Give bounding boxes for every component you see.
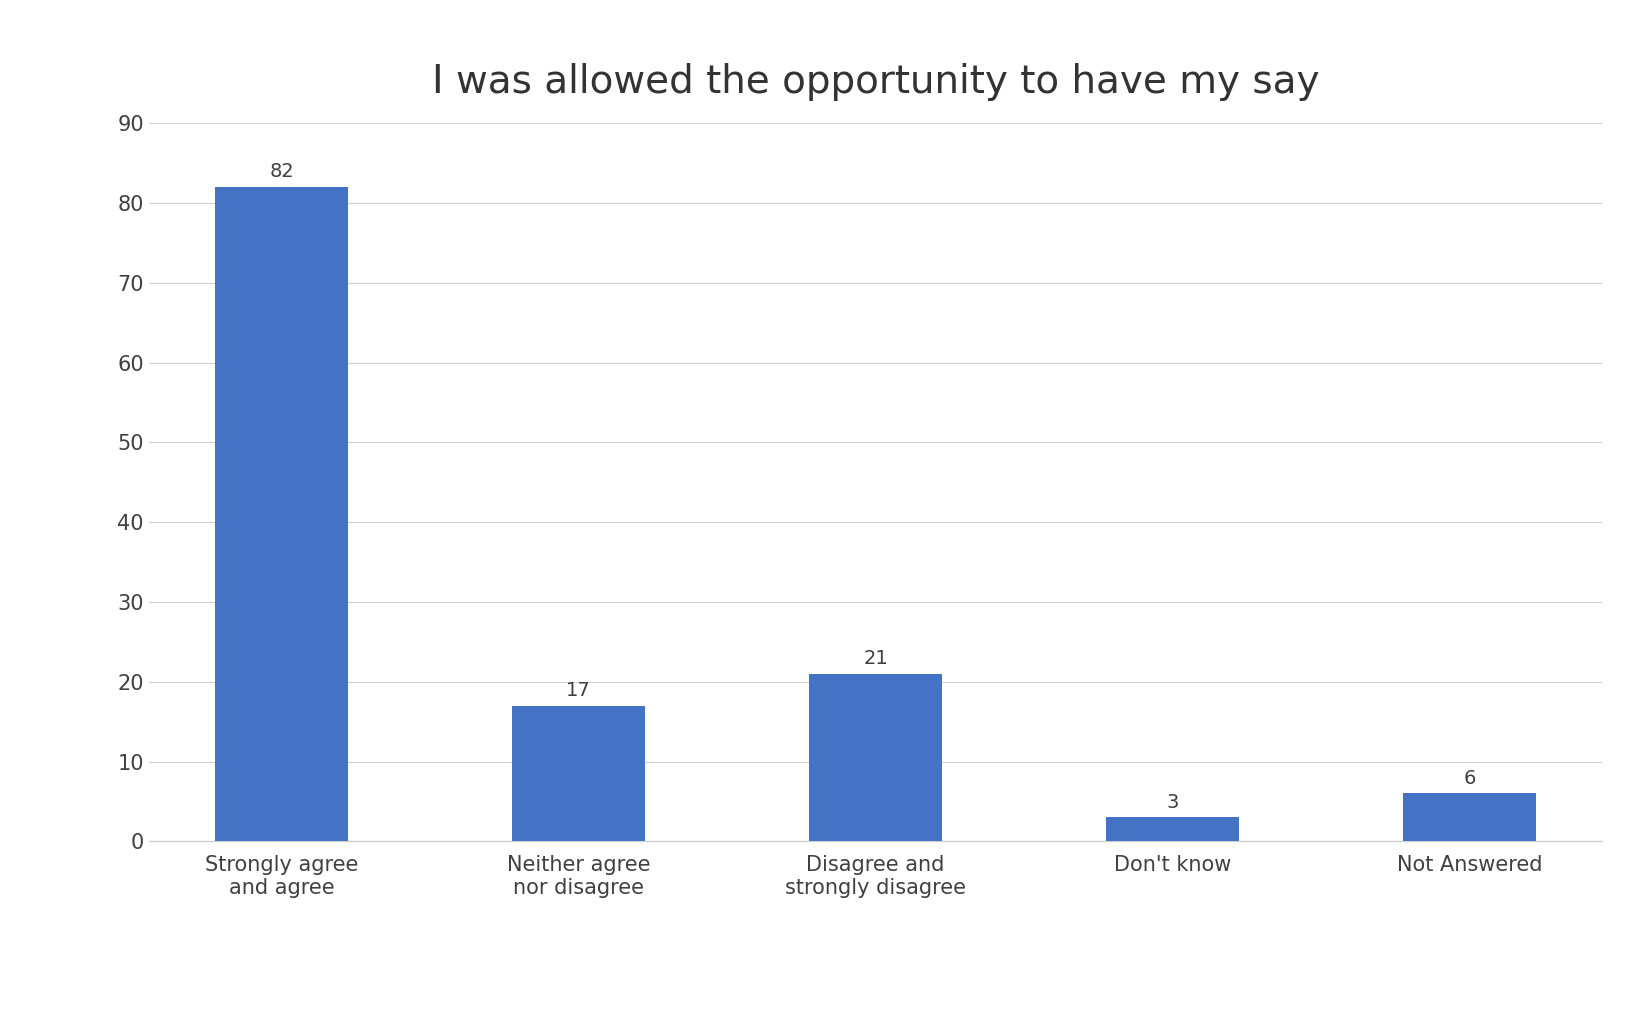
- Text: 6: 6: [1464, 768, 1475, 788]
- Text: 21: 21: [864, 649, 887, 668]
- Bar: [512, 706, 646, 841]
- Bar: [1105, 818, 1239, 841]
- Bar: [215, 187, 349, 841]
- Bar: [1403, 793, 1536, 841]
- Bar: [809, 674, 942, 841]
- Text: 82: 82: [269, 162, 294, 182]
- Title: I was allowed the opportunity to have my say: I was allowed the opportunity to have my…: [431, 63, 1320, 101]
- Text: 17: 17: [567, 681, 591, 700]
- Text: 3: 3: [1166, 793, 1180, 812]
